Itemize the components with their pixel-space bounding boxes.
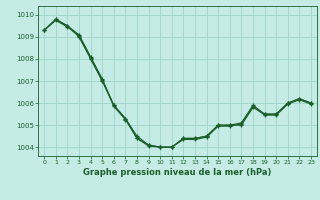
X-axis label: Graphe pression niveau de la mer (hPa): Graphe pression niveau de la mer (hPa) bbox=[84, 168, 272, 177]
